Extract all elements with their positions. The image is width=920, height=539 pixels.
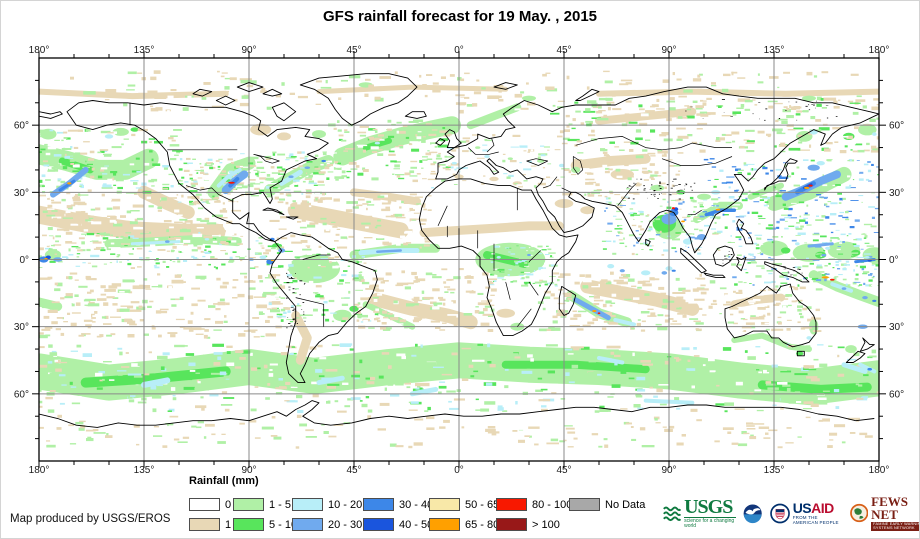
legend-item: 10 - 20 xyxy=(292,498,362,511)
usaid-seal-icon xyxy=(769,503,790,523)
attribution-text: Map produced by USGS/EROS xyxy=(10,513,171,525)
legend-swatch-50-65 xyxy=(429,498,460,511)
legend-swatch-5-10 xyxy=(233,518,264,531)
usgs-logo: USGS science for a changing world xyxy=(663,496,737,529)
usgs-tagline: science for a changing world xyxy=(684,517,737,529)
lat-label-left: 0° xyxy=(19,255,29,266)
lon-label-bottom: 135° xyxy=(134,465,155,476)
legend-item: 0 xyxy=(189,498,231,511)
legend-label: 20 - 30 xyxy=(328,518,363,531)
lat-label-right: 30° xyxy=(889,322,904,333)
lon-label-top: 180° xyxy=(29,45,50,56)
lon-label-top: 180° xyxy=(869,45,890,56)
lon-label-top: 45° xyxy=(556,45,571,56)
lon-label-bottom: 45° xyxy=(556,465,571,476)
lat-label-right: 60° xyxy=(889,121,904,132)
lon-label-top: 0° xyxy=(454,45,464,56)
legend-item: 20 - 30 xyxy=(292,518,362,531)
legend-label: 80 - 100 xyxy=(532,498,573,511)
usaid-aid-wordmark: AID xyxy=(811,500,834,516)
legend-label: 40 - 50 xyxy=(399,518,434,531)
legend-item: No Data xyxy=(569,498,645,511)
legend-swatch-40-50 xyxy=(363,518,394,531)
fewsnet-wordmark: FEWS NET xyxy=(871,493,909,522)
legend-swatch-80-100 xyxy=(496,498,527,511)
legend-swatch-nodata xyxy=(569,498,600,511)
fewsnet-logo: FEWS NET FAMINE EARLY WARNING SYSTEMS NE… xyxy=(849,493,919,532)
lon-label-top: 90° xyxy=(661,45,676,56)
noaa-logo xyxy=(743,503,762,523)
graticule xyxy=(39,58,879,461)
lon-label-bottom: 0° xyxy=(454,465,464,476)
legend-swatch-gt100 xyxy=(496,518,527,531)
lon-label-bottom: 135° xyxy=(764,465,785,476)
legend-swatch-65-80 xyxy=(429,518,460,531)
lon-label-top: 135° xyxy=(134,45,155,56)
legend-item: 1 xyxy=(189,518,231,531)
map-title: GFS rainfall forecast for 19 May. , 2015 xyxy=(323,8,597,25)
usaid-tagline: FROM THE AMERICAN PEOPLE xyxy=(792,515,839,525)
legend-label: 30 - 40 xyxy=(399,498,434,511)
coastlines xyxy=(39,73,879,428)
legend-swatch-20-30 xyxy=(292,518,323,531)
lon-label-top: 90° xyxy=(241,45,256,56)
terrain-specks xyxy=(285,99,838,330)
legend-item: 5 - 10 xyxy=(233,518,297,531)
lat-label-right: 30° xyxy=(889,188,904,199)
legend-swatch-30-40 xyxy=(363,498,394,511)
lon-label-top: 45° xyxy=(346,45,361,56)
lat-label-left: 30° xyxy=(14,322,29,333)
lon-label-bottom: 180° xyxy=(869,465,890,476)
legend-swatch-1-5 xyxy=(233,498,264,511)
fewsnet-globe-icon xyxy=(849,503,869,523)
legend-label: 5 - 10 xyxy=(269,518,298,531)
legend-label: 0 xyxy=(225,498,232,511)
legend-label: 50 - 65 xyxy=(465,498,500,511)
legend-title: Rainfall (mm) xyxy=(189,475,259,487)
lon-label-bottom: 45° xyxy=(346,465,361,476)
lat-label-left: 60° xyxy=(14,389,29,400)
legend-swatch-10-20 xyxy=(292,498,323,511)
legend-item: 40 - 50 xyxy=(363,518,433,531)
legend-label: 1 - 5 xyxy=(269,498,292,511)
lat-label-left: 30° xyxy=(14,188,29,199)
lat-label-right: 60° xyxy=(889,389,904,400)
legend-label: 1 xyxy=(225,518,232,531)
legend-item: > 100 xyxy=(496,518,560,531)
lat-label-right: 0° xyxy=(889,255,899,266)
legend-label: 65 - 80 xyxy=(465,518,500,531)
lat-label-left: 60° xyxy=(14,121,29,132)
legend-item: 1 - 5 xyxy=(233,498,291,511)
legend-label: No Data xyxy=(605,498,646,511)
legend-label: 10 - 20 xyxy=(328,498,363,511)
legend-item: 65 - 80 xyxy=(429,518,499,531)
usgs-wordmark: USGS xyxy=(684,496,733,518)
legend-swatch-0 xyxy=(189,498,220,511)
usaid-us-wordmark: US xyxy=(792,500,812,516)
lon-label-bottom: 180° xyxy=(29,465,50,476)
legend-item: 30 - 40 xyxy=(363,498,433,511)
usgs-wave-icon xyxy=(663,506,682,522)
partner-logos: USGS science for a changing world USAID … xyxy=(663,493,919,533)
legend-item: 50 - 65 xyxy=(429,498,499,511)
legend-label: > 100 xyxy=(532,518,560,531)
rain-field-features xyxy=(39,129,877,405)
lon-label-top: 135° xyxy=(764,45,785,56)
lon-label-bottom: 90° xyxy=(661,465,676,476)
axes: 180° 180° 135° 135° 90° 90° 45° 45° 0° 0° 45° 45° 90… xyxy=(14,45,904,476)
legend-item: 80 - 100 xyxy=(496,498,572,511)
legend-swatch-1 xyxy=(189,518,220,531)
lon-label-bottom: 90° xyxy=(241,465,256,476)
usaid-logo: USAID FROM THE AMERICAN PEOPLE xyxy=(769,499,843,528)
fewsnet-tagline: FAMINE EARLY WARNING SYSTEMS NETWORK xyxy=(871,521,919,532)
rainfall-legend: Rainfall (mm) 0 1 1 - 5 5 - 10 10 - 20 2… xyxy=(189,475,669,535)
